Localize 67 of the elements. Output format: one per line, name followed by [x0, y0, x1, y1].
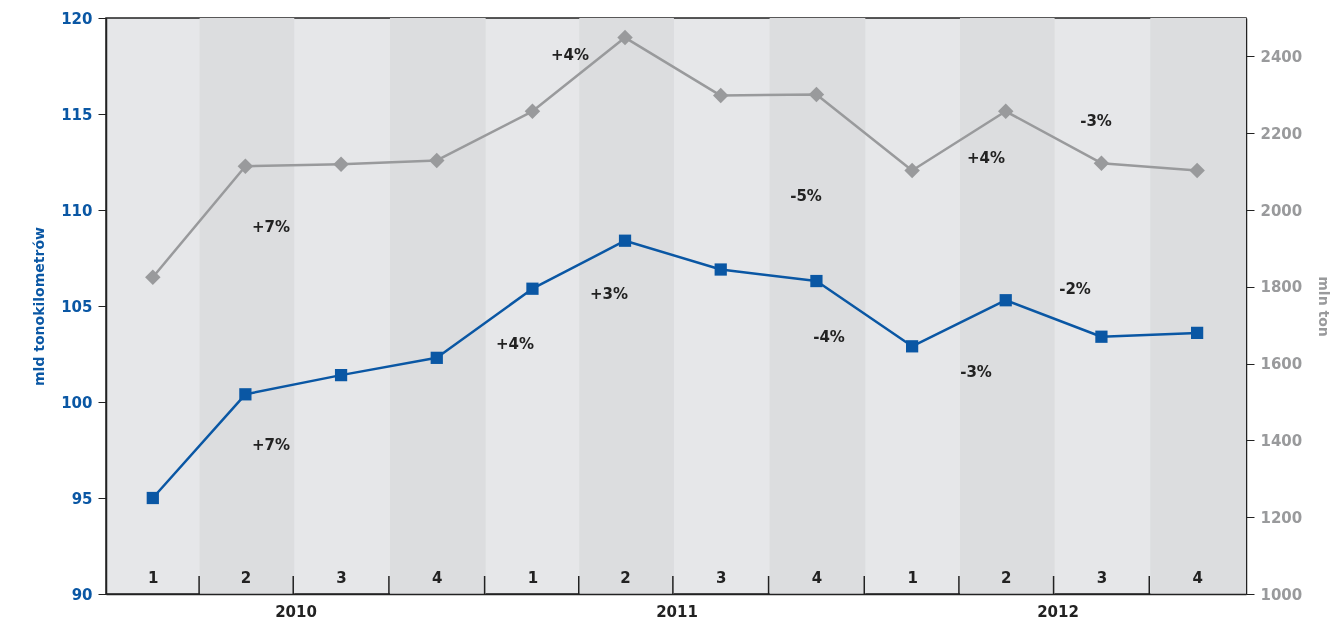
y2-tick-label: 1400: [1260, 431, 1303, 450]
x-tick-label: 3: [716, 568, 727, 587]
point: [905, 340, 919, 353]
point: [526, 282, 539, 295]
annotation: +7%: [251, 218, 291, 236]
y-tick-label: 120: [61, 9, 93, 28]
y2-tick-label: 2000: [1260, 201, 1303, 220]
annotation: -3%: [1080, 112, 1112, 130]
annotation: +7%: [251, 436, 291, 454]
annotation: +4%: [550, 46, 590, 64]
text: 2011: [656, 603, 698, 621]
point: [808, 86, 825, 103]
x-tick-label: 1: [148, 568, 159, 587]
point: [145, 269, 161, 285]
point: [997, 103, 1014, 120]
x-tick-label: 2: [1001, 568, 1012, 587]
point: [334, 369, 348, 382]
annotation: -4%: [813, 328, 845, 346]
annotation: -2%: [1059, 280, 1091, 298]
point: [430, 351, 443, 364]
point: [1190, 326, 1204, 339]
point: [1093, 155, 1110, 171]
annotation: -3%: [960, 363, 992, 381]
point: [712, 87, 729, 104]
annotation: +3%: [589, 285, 629, 303]
y-tick-label: 90: [71, 585, 93, 604]
y2-tick-label: 2200: [1260, 124, 1303, 143]
point: [714, 263, 727, 276]
y-tick-label: 105: [61, 297, 93, 316]
point: [1095, 330, 1108, 343]
y-tick-label: 95: [71, 489, 93, 508]
x-tick-label: 1: [907, 568, 918, 587]
x-tick-label: 1: [527, 568, 539, 587]
text: 2010: [275, 603, 317, 621]
point: [617, 29, 633, 46]
y2-tick-label: 1800: [1260, 278, 1303, 297]
x-tick-label: 2: [240, 568, 252, 587]
point: [618, 234, 632, 247]
x-tick-label: 2: [620, 568, 631, 587]
x-tick-label: 4: [811, 568, 823, 587]
point: [904, 162, 920, 179]
point: [524, 103, 541, 120]
x-tick-label: 4: [432, 568, 443, 587]
x-tick-label: 3: [1096, 568, 1108, 587]
point: [237, 158, 254, 174]
point: [999, 294, 1012, 307]
annotation: -5%: [790, 187, 822, 205]
y-tick-label: 110: [61, 201, 93, 220]
point: [810, 274, 823, 288]
y2-tick-label: 2400: [1260, 47, 1303, 66]
point: [146, 491, 159, 505]
x-tick-label: 3: [336, 568, 347, 587]
y-tick-label: 100: [61, 393, 93, 412]
y2-tick-label: 1200: [1260, 508, 1303, 527]
point: [239, 388, 252, 401]
x-tick-label: 4: [1192, 568, 1203, 587]
point: [1189, 162, 1205, 179]
point: [333, 156, 349, 173]
y-axis-title: mld tonokilometrów: [31, 226, 48, 386]
point: [429, 152, 445, 169]
annotation: +4%: [966, 149, 1006, 167]
y2-tick-label: 1600: [1260, 355, 1303, 374]
y-tick-label: 115: [61, 105, 93, 124]
annotation: +4%: [495, 335, 535, 353]
y2-axis-title: mln ton: [1316, 276, 1333, 337]
text: 2012: [1037, 603, 1079, 621]
y2-tick-label: 1000: [1260, 585, 1303, 604]
